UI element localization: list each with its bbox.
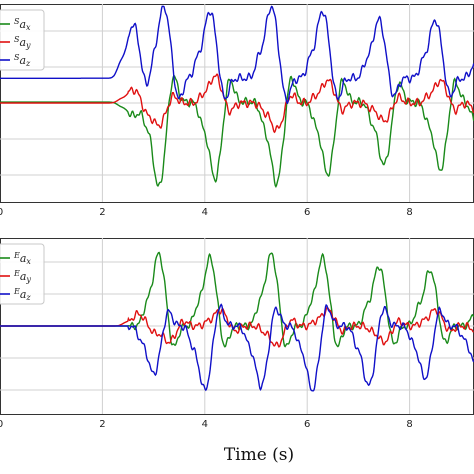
top-chart: 0 2 4 6 8 Sax Say Saz [0, 4, 474, 218]
x-tick-label: 4 [202, 419, 208, 430]
legend-box [0, 243, 45, 305]
bottom-chart: 0 2 4 6 8 Eax Eay Eaz [0, 238, 474, 430]
x-tick-label: 2 [99, 207, 105, 218]
legend-label: Sax [14, 17, 31, 32]
x-tick-label: 2 [99, 419, 105, 430]
x-tick-label: 6 [304, 419, 310, 430]
series-line-say [0, 73, 474, 134]
x-tick-label: 8 [406, 207, 412, 218]
x-tick-label: 4 [202, 207, 208, 218]
x-axis-label: Time (s) [224, 445, 294, 465]
legend-label: Eax [13, 251, 31, 266]
legend-label: Saz [14, 53, 31, 68]
series-line-saz [0, 5, 474, 105]
legend-label: Eaz [13, 287, 31, 302]
legend-label: Eay [13, 269, 31, 284]
series-line-sax [0, 74, 474, 189]
legend-label: Say [14, 35, 31, 50]
x-tick-label: 6 [304, 207, 310, 218]
x-tick-label: 0 [0, 207, 3, 218]
legend-box [0, 9, 45, 71]
x-tick-label: 8 [406, 419, 412, 430]
series-line-eaz [0, 303, 474, 392]
x-tick-label: 0 [0, 419, 3, 430]
